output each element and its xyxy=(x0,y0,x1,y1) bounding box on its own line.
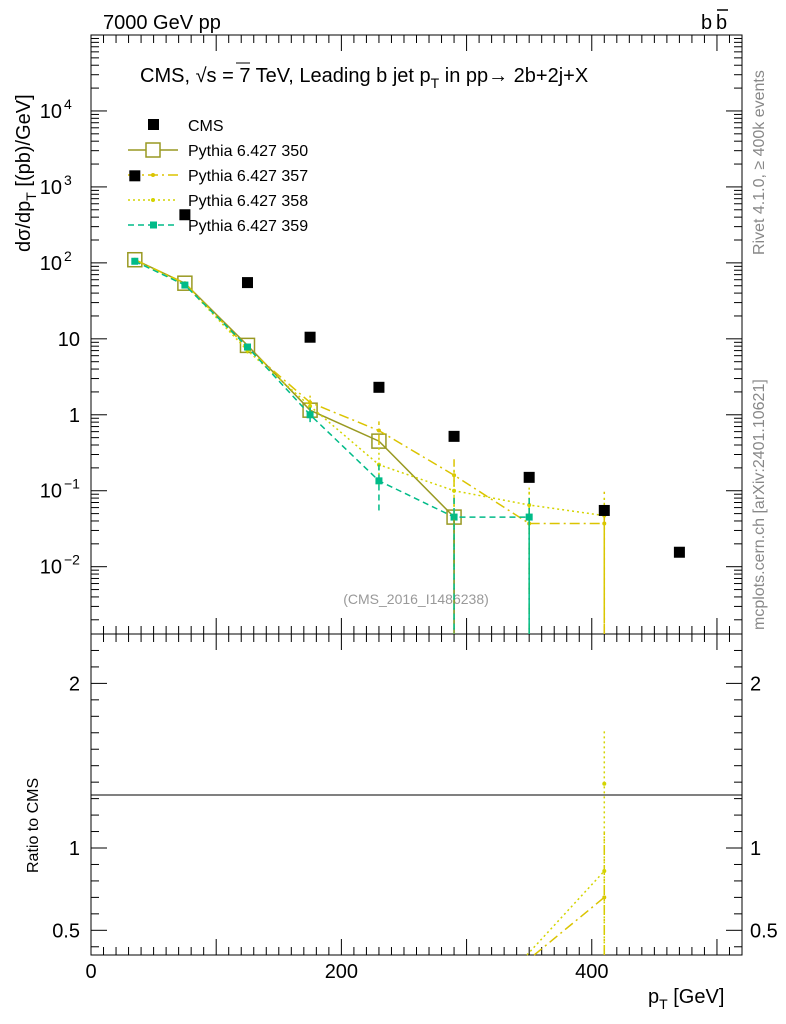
x-tick-label: 200 xyxy=(325,961,358,983)
mcplots-label: mcplots.cern.ch [arXiv:2401.10621] xyxy=(751,379,768,630)
y-axis-label-main: dσ/dp xyxy=(13,201,35,252)
legend: CMS Pythia 6.427 350 Pythia 6.427 357 Pythi… xyxy=(128,118,308,235)
header-right: b b xyxy=(701,9,728,34)
ratio-tick-label: 1 xyxy=(69,838,80,860)
legend-marker xyxy=(151,173,155,177)
ratio-line xyxy=(526,870,605,956)
header-right-b1: b xyxy=(701,12,712,34)
ratio-tick-label: 0.5 xyxy=(52,920,80,942)
y-tick-label-exp: −1 xyxy=(64,476,80,492)
cms-data xyxy=(129,170,685,558)
data-point xyxy=(243,343,251,351)
cms-point xyxy=(304,331,316,343)
data-point xyxy=(376,428,381,433)
legend-item-p359: Pythia 6.427 359 xyxy=(128,218,308,235)
x-axis-label-main: p xyxy=(648,986,659,1008)
y-tick-label: 10 xyxy=(40,481,62,503)
series-p358 xyxy=(132,258,607,620)
data-point xyxy=(306,411,314,419)
ratio-p357 xyxy=(533,831,607,956)
legend-item-cms: CMS xyxy=(148,118,224,135)
ratio-point xyxy=(602,869,607,874)
cms-point xyxy=(241,277,253,289)
ratio-series xyxy=(526,729,607,956)
y-tick-label-exp: 3 xyxy=(64,172,72,188)
legend-marker xyxy=(145,142,161,158)
plot-title-sub: T xyxy=(431,75,440,91)
y-axis-label: dσ/dpT [(pb)/GeV] xyxy=(13,94,39,252)
plot-title-post: in pp→ 2b+2j+X xyxy=(439,65,588,87)
legend-label: Pythia 6.427 350 xyxy=(188,143,308,160)
legend-label: CMS xyxy=(188,118,224,135)
ratio-p358 xyxy=(526,729,607,956)
series-line xyxy=(134,259,605,525)
cms-point xyxy=(523,471,535,483)
y-tick-label: 10 xyxy=(40,177,62,199)
y-tick-label: 10 xyxy=(40,253,62,275)
cms-point xyxy=(179,209,191,221)
data-point xyxy=(308,400,313,405)
x-axis-label-sub: T xyxy=(659,996,668,1012)
plot-title-mid: = 7 TeV, Leading b jet p xyxy=(217,65,431,87)
ratio-p358 xyxy=(602,781,607,786)
legend-label: Pythia 6.427 359 xyxy=(188,218,308,235)
data-point xyxy=(375,477,383,485)
series-line xyxy=(134,260,530,518)
plot-title: CMS, √s = 7 TeV, Leading b jet pT in pp→… xyxy=(140,65,588,91)
data-point xyxy=(527,502,532,507)
mc-series xyxy=(127,251,607,634)
legend-label: Pythia 6.427 357 xyxy=(188,168,308,185)
legend-item-p350: Pythia 6.427 350 xyxy=(128,142,308,160)
header-left: 7000 GeV pp xyxy=(103,12,221,34)
ratio-tick-label-right: 0.5 xyxy=(750,920,778,942)
y-tick-label-exp: 4 xyxy=(64,96,72,112)
x-axis-label: pT [GeV] xyxy=(648,986,724,1012)
ratio-line xyxy=(533,896,605,956)
x-tick-label: 0 xyxy=(85,961,96,983)
analysis-id: (CMS_2016_I1486238) xyxy=(343,591,489,607)
data-point xyxy=(181,281,189,289)
legend-marker xyxy=(148,119,159,130)
x-tick-label: 400 xyxy=(575,961,608,983)
y-tick-label: 10 xyxy=(40,101,62,123)
ratio-tick-label: 2 xyxy=(69,673,80,695)
legend-label: Pythia 6.427 358 xyxy=(188,193,308,210)
legend-item-p357: Pythia 6.427 357 xyxy=(128,168,308,185)
plot-title-pre: CMS, xyxy=(140,65,196,87)
y-axis-label-unit: [(pb)/GeV] xyxy=(13,94,35,192)
y-tick-label-exp: −2 xyxy=(64,552,80,568)
ratio-y-ticks: 0.5 0.5 1 1 2 2 xyxy=(52,649,778,948)
cms-point xyxy=(673,546,685,558)
legend-marker xyxy=(150,221,157,229)
y-tick-label: 1 xyxy=(69,405,80,427)
y-axis-label-sub: T xyxy=(23,192,39,201)
data-point xyxy=(308,404,313,409)
legend-marker xyxy=(151,198,155,202)
ratio-tick-label-right: 2 xyxy=(750,673,761,695)
legend-item-p358: Pythia 6.427 358 xyxy=(128,193,308,210)
y-tick-label-exp: 2 xyxy=(64,248,72,264)
y-tick-label: 10 xyxy=(40,557,62,579)
cms-point xyxy=(373,381,385,393)
data-point xyxy=(177,275,193,291)
ratio-tick-label-right: 1 xyxy=(750,838,761,860)
series-p359 xyxy=(131,257,533,634)
data-point xyxy=(452,488,457,493)
ratio-point xyxy=(602,781,607,786)
x-axis-label-unit: [GeV] xyxy=(668,986,725,1008)
data-point xyxy=(131,257,139,265)
header-right-b2: b xyxy=(716,12,727,34)
series-p357 xyxy=(132,257,607,634)
plot-title-sqrt: √s xyxy=(196,65,217,87)
ratio-axis-label: Ratio to CMS xyxy=(25,778,42,873)
x-ticks: 0 200 400 xyxy=(85,35,743,983)
cms-point xyxy=(598,504,610,516)
cms-point xyxy=(129,170,141,182)
cms-point xyxy=(448,430,460,442)
data-point xyxy=(127,251,143,268)
rivet-label: Rivet 4.1.0, ≥ 400k events xyxy=(751,70,768,255)
y-tick-label: 10 xyxy=(58,329,80,351)
